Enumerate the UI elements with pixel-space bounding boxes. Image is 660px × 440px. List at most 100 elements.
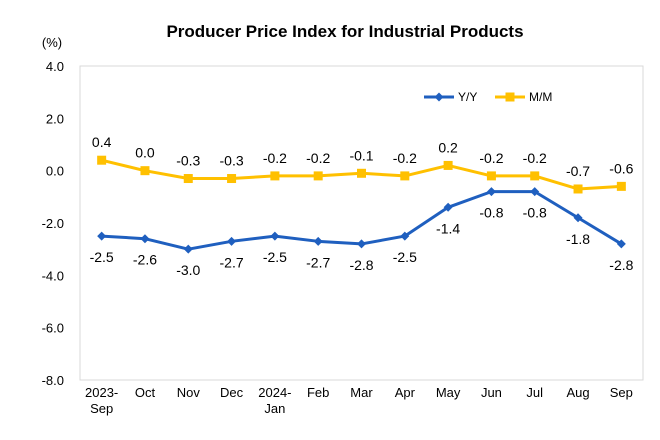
legend-item-yy: Y/Y: [424, 90, 477, 104]
y-tick-label: 4.0: [46, 59, 64, 74]
x-tick-label-line: Mar: [350, 385, 373, 400]
data-label: 0.0: [135, 145, 155, 161]
data-label: -2.6: [133, 252, 157, 268]
data-point: [616, 239, 626, 249]
series-yy: -2.5 -2.6 -3.0 -2.7 -2.5 -2.7 -2.8 -2.5 -1.4 -0.8…: [90, 187, 634, 278]
data-point: [573, 184, 583, 194]
data-label: -0.2: [393, 150, 417, 166]
legend-item-mm: M/M: [495, 90, 552, 104]
x-tick-label: Sep: [610, 385, 633, 400]
x-tick-label-line: Sep: [610, 385, 633, 400]
data-point: [227, 236, 237, 246]
data-point: [227, 174, 237, 184]
data-point: [313, 171, 323, 181]
x-tick-label-line: 2024-: [258, 385, 291, 400]
legend-swatch-marker: [505, 92, 515, 102]
y-tick-label: 0.0: [46, 164, 64, 179]
x-tick-label-line: Aug: [566, 385, 589, 400]
data-point: [97, 155, 107, 165]
data-label: -0.7: [566, 163, 590, 179]
data-label: 0.2: [438, 139, 458, 155]
x-tick-label-line: Apr: [395, 385, 416, 400]
y-tick-label: 2.0: [46, 111, 64, 126]
data-label: -0.8: [479, 205, 503, 221]
data-point: [530, 187, 540, 197]
data-label: -0.3: [220, 153, 244, 169]
data-label: -1.8: [566, 231, 590, 247]
chart-title: Producer Price Index for Industrial Prod…: [166, 22, 523, 41]
x-tick-label-line: May: [436, 385, 461, 400]
legend-swatch-marker: [434, 92, 444, 102]
data-label: -2.5: [90, 249, 114, 265]
data-point: [357, 239, 366, 249]
legend-label: M/M: [529, 90, 552, 104]
x-tick-label-line: Dec: [220, 385, 244, 400]
data-label: -0.8: [523, 205, 547, 221]
x-tick-label: 2023-Sep: [85, 385, 118, 416]
data-point: [183, 174, 193, 184]
data-point: [616, 181, 626, 191]
data-label: -2.5: [263, 249, 287, 265]
data-point: [357, 168, 366, 178]
x-tick-label: Aug: [566, 385, 589, 400]
x-tick-label: May: [436, 385, 461, 400]
data-label: -1.4: [436, 220, 460, 236]
x-tick-label-line: Oct: [135, 385, 156, 400]
x-tick-label-line: Jun: [481, 385, 502, 400]
x-tick-label-line: 2023-: [85, 385, 118, 400]
y-tick-label: -6.0: [42, 321, 64, 336]
data-point: [443, 202, 453, 212]
legend-label: Y/Y: [458, 90, 477, 104]
data-point: [400, 171, 410, 181]
y-axis: 4.0 2.0 0.0 -2.0 -4.0 -6.0 -8.0: [42, 59, 64, 388]
y-tick-label: -2.0: [42, 216, 64, 231]
series-mm: 0.4 0.0 -0.3 -0.3 -0.2 -0.2 -0.1 -0.2 0.2 -0.2 -0.…: [92, 134, 634, 194]
legend: Y/Y M/M: [424, 90, 552, 104]
data-point: [183, 244, 193, 254]
data-point: [400, 231, 410, 241]
y-tick-label: -8.0: [42, 373, 64, 388]
x-tick-label: Mar: [350, 385, 373, 400]
data-label: -0.2: [479, 150, 503, 166]
series-layer: -2.5 -2.6 -3.0 -2.7 -2.5 -2.7 -2.8 -2.5 -1.4 -0.8…: [90, 134, 634, 278]
x-tick-label: Jul: [526, 385, 543, 400]
data-point: [573, 213, 583, 223]
x-tick-label: Feb: [307, 385, 329, 400]
data-point: [313, 236, 323, 246]
data-point: [97, 231, 107, 241]
data-point: [486, 187, 496, 197]
x-tick-label: Apr: [395, 385, 416, 400]
data-point: [270, 171, 280, 181]
data-label: -0.2: [523, 150, 547, 166]
data-label: -2.8: [349, 257, 373, 273]
data-label: -2.7: [220, 254, 244, 270]
data-label: -0.3: [176, 153, 200, 169]
data-label: -2.7: [306, 254, 330, 270]
plot-area: [79, 65, 644, 381]
x-tick-label-line: Jul: [526, 385, 543, 400]
data-point: [270, 231, 280, 241]
data-label: -2.5: [393, 249, 417, 265]
data-point: [486, 171, 496, 181]
data-point: [140, 166, 150, 176]
data-label: -3.0: [176, 262, 200, 278]
x-tick-label-line: Jan: [264, 401, 285, 416]
data-label: -0.2: [263, 150, 287, 166]
y-axis-unit-label: (%): [42, 35, 62, 50]
x-tick-label: 2024-Jan: [258, 385, 291, 416]
data-label: 0.4: [92, 134, 112, 150]
x-tick-label: Dec: [220, 385, 244, 400]
x-tick-label: Oct: [135, 385, 156, 400]
data-label: -0.6: [609, 160, 633, 176]
x-tick-label: Jun: [481, 385, 502, 400]
x-tick-label-line: Nov: [177, 385, 201, 400]
x-tick-label-line: Sep: [90, 401, 113, 416]
y-tick-label: -4.0: [42, 268, 64, 283]
data-label: -2.8: [609, 257, 633, 273]
data-label: -0.1: [349, 147, 373, 163]
data-point: [443, 160, 453, 170]
